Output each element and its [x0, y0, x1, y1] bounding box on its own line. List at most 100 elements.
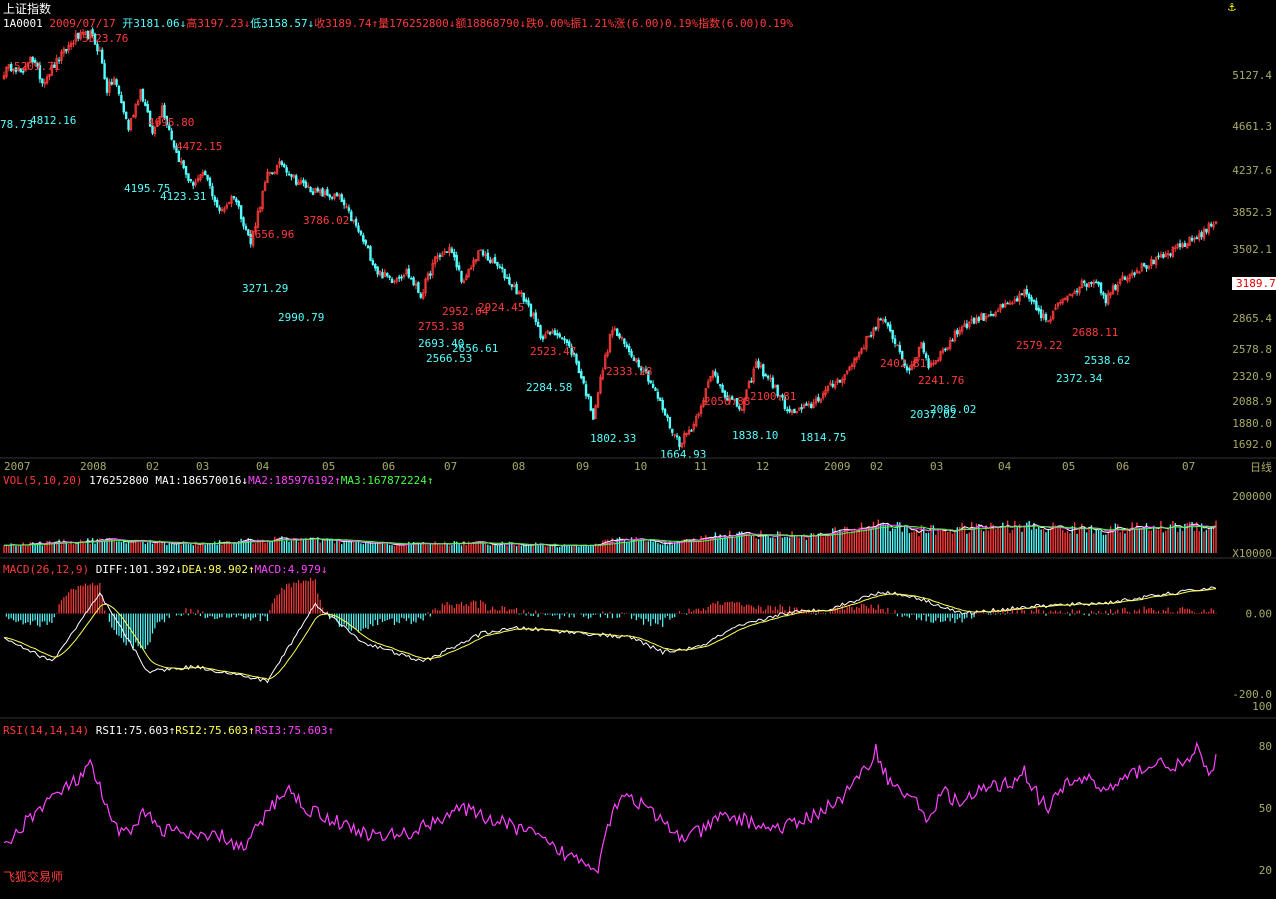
time-axis-label: 05	[322, 460, 335, 473]
price-axis-label: 3852.3	[1232, 206, 1272, 219]
candle-body	[659, 397, 662, 401]
candle-body	[91, 29, 94, 36]
candle-body	[865, 336, 868, 350]
candle-body	[929, 362, 933, 367]
time-axis-label: 03	[930, 460, 943, 473]
candle-body	[1071, 294, 1074, 297]
candle-body	[833, 383, 837, 389]
candle-body	[1047, 320, 1050, 323]
candle-body	[805, 403, 808, 406]
candle-body	[465, 275, 468, 280]
candle-body	[402, 274, 406, 278]
price-axis-label: 2578.8	[1232, 343, 1272, 356]
anchor-icon[interactable]: ⚓	[1228, 0, 1236, 15]
candle-body	[668, 416, 672, 429]
candle-body	[556, 333, 559, 336]
candle-body	[582, 376, 585, 384]
price-annotation: 2241.76	[918, 374, 964, 387]
candle-body	[735, 398, 739, 407]
candle-body	[194, 181, 197, 186]
candle-body	[429, 273, 432, 276]
candle-body	[862, 347, 866, 350]
time-axis-label: 02	[146, 460, 159, 473]
price-annotation: 2284.58	[526, 381, 572, 394]
price-annotation: 2523.47	[530, 345, 576, 358]
candle-body	[606, 351, 609, 356]
price-axis-label: 5127.4	[1232, 69, 1272, 82]
candle-body	[1011, 302, 1014, 305]
price-axis-label: 1692.0	[1232, 438, 1272, 451]
candle-body	[139, 89, 142, 100]
candle-body	[651, 383, 655, 389]
candle-body	[992, 314, 995, 316]
candle-body	[1061, 298, 1064, 304]
macd-legend: MACD(26,12,9) DIFF:101.392↓DEA:98.902↑MA…	[3, 563, 328, 576]
candle-body	[477, 250, 480, 262]
vol-item-2: MA3:167872224↑	[340, 474, 434, 487]
candle-body	[965, 323, 969, 329]
candle-body	[330, 197, 334, 199]
candle-body	[318, 189, 322, 194]
candle-body	[165, 116, 169, 125]
quote-field-2: 低3158.57↓	[250, 17, 315, 30]
candle-body	[580, 371, 583, 379]
candle-body	[666, 415, 669, 418]
candle-body	[532, 313, 535, 316]
candle-body	[407, 268, 410, 278]
rsi-axis-label: 20	[1259, 864, 1272, 877]
candle-body	[24, 65, 27, 72]
candle-body	[225, 204, 228, 209]
candle-body	[1169, 253, 1172, 256]
candle-body	[1198, 233, 1201, 240]
candle-body	[168, 124, 171, 130]
candle-body	[124, 111, 128, 120]
macd-dea-line	[3, 588, 1217, 680]
candle-body	[723, 390, 727, 398]
candle-body	[994, 312, 997, 317]
candle-body	[321, 188, 324, 197]
candle-body	[1099, 282, 1103, 294]
candle-body	[474, 259, 478, 262]
price-annotation: 4195.75	[124, 182, 170, 195]
candle-body	[175, 146, 178, 153]
candle-body	[259, 206, 262, 212]
candle-body	[810, 403, 813, 408]
time-axis-label: 04	[256, 460, 270, 473]
candle-body	[45, 76, 49, 84]
vol-legend: VOL(5,10,20) 176252800 MA1:186570016↓MA2…	[3, 474, 434, 487]
candle-body	[608, 333, 612, 353]
price-annotation: 4123.31	[160, 190, 206, 203]
candle-body	[232, 196, 236, 199]
candle-body	[417, 282, 420, 294]
time-axis-label: 05	[1062, 460, 1075, 473]
candle-body	[709, 375, 712, 382]
candle-body	[33, 60, 37, 63]
candle-body	[635, 358, 638, 362]
candle-body	[333, 193, 336, 199]
candle-body	[182, 160, 185, 168]
candle-body	[412, 277, 415, 286]
price-annotation: 2037.02	[910, 408, 956, 421]
time-axis-label: 11	[694, 460, 707, 473]
candle-body	[594, 405, 597, 420]
candle-body	[553, 330, 557, 336]
candle-body	[1135, 270, 1139, 274]
candle-body	[956, 330, 959, 335]
candle-body	[292, 174, 296, 178]
candle-body	[132, 115, 135, 118]
candle-body	[486, 252, 490, 261]
candle-body	[857, 352, 861, 358]
macd-title: MACD(26,12,9)	[3, 563, 90, 576]
price-annotation: 2753.38	[418, 320, 464, 333]
candle-body	[599, 377, 602, 394]
candle-body	[1171, 246, 1175, 258]
candle-body	[450, 248, 454, 253]
candle-body	[692, 423, 696, 430]
candle-body	[350, 211, 353, 222]
candle-body	[187, 173, 190, 181]
quote-field-8: 涨(6.00)0.19%	[614, 17, 699, 30]
candle-body	[271, 172, 274, 174]
candle-body	[541, 336, 545, 340]
candle-body	[757, 360, 760, 368]
